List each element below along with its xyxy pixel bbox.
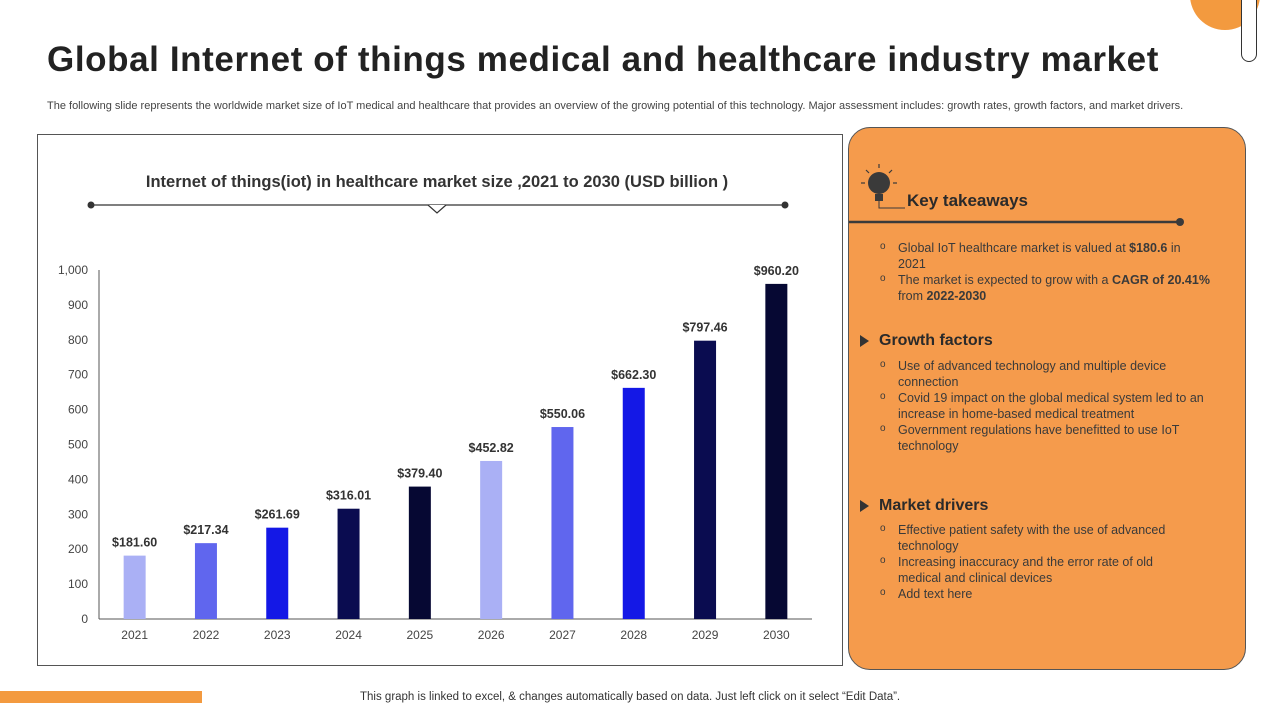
key-takeaways-heading: Key takeaways bbox=[907, 191, 1028, 210]
y-tick-label: 0 bbox=[81, 612, 88, 626]
y-tick-label: 200 bbox=[68, 542, 88, 556]
data-label: $452.82 bbox=[469, 441, 514, 455]
bar-2025[interactable] bbox=[408, 486, 431, 619]
data-label: $181.60 bbox=[112, 536, 157, 550]
bar-2021[interactable] bbox=[123, 555, 146, 619]
footer-note: This graph is linked to excel, & changes… bbox=[360, 691, 901, 703]
x-tick-label: 2021 bbox=[121, 628, 148, 642]
bar-2028[interactable] bbox=[622, 387, 645, 619]
x-tick-label: 2029 bbox=[692, 628, 719, 642]
y-tick-label: 500 bbox=[68, 438, 88, 452]
x-tick-label: 2025 bbox=[406, 628, 433, 642]
data-label: $550.06 bbox=[540, 407, 585, 421]
chart-title: Internet of things(iot) in healthcare ma… bbox=[146, 173, 728, 191]
page-title: Global Internet of things medical and he… bbox=[47, 40, 1159, 79]
chart-container[interactable] bbox=[37, 134, 843, 666]
x-tick-label: 2026 bbox=[478, 628, 505, 642]
y-tick-label: 1,000 bbox=[58, 263, 88, 277]
title-divider bbox=[87, 201, 789, 214]
list-item: Use of advanced technology and multiple … bbox=[880, 357, 1230, 390]
y-tick-label: 600 bbox=[68, 403, 88, 417]
footer-accent-bar bbox=[0, 691, 202, 703]
bar-2027[interactable] bbox=[551, 427, 574, 619]
market-drivers-heading: Market drivers bbox=[879, 497, 989, 514]
x-tick-label: 2030 bbox=[763, 628, 790, 642]
data-label: $261.69 bbox=[255, 508, 300, 522]
bar-2029[interactable] bbox=[694, 340, 717, 619]
growth-factors-heading: Growth factors bbox=[879, 332, 993, 349]
bar-2026[interactable] bbox=[480, 460, 503, 619]
x-tick-label: 2028 bbox=[620, 628, 647, 642]
data-label: $960.20 bbox=[754, 264, 799, 278]
bar-2022[interactable] bbox=[194, 543, 217, 619]
x-tick-label: 2022 bbox=[193, 628, 220, 642]
y-tick-label: 400 bbox=[68, 472, 88, 486]
data-label: $316.01 bbox=[326, 489, 371, 503]
key-takeaways-list: Global IoT healthcare market is valued a… bbox=[880, 239, 1210, 304]
list-item: Increasing inaccuracy and the error rate… bbox=[880, 553, 1170, 586]
list-item: Add text here bbox=[880, 585, 1170, 602]
x-tick-label: 2024 bbox=[335, 628, 362, 642]
list-item: Global IoT healthcare market is valued a… bbox=[880, 239, 1210, 272]
triangle-bullet-icon bbox=[860, 500, 869, 512]
y-tick-label: 700 bbox=[68, 368, 88, 382]
data-label: $797.46 bbox=[682, 321, 727, 335]
data-label: $662.30 bbox=[611, 368, 656, 382]
list-item: The market is expected to grow with a CA… bbox=[880, 271, 1210, 304]
triangle-bullet-icon bbox=[860, 335, 869, 347]
bar-2024[interactable] bbox=[337, 508, 360, 619]
growth-factors-list: Use of advanced technology and multiple … bbox=[880, 357, 1230, 454]
list-item: Government regulations have benefitted t… bbox=[880, 421, 1230, 454]
x-tick-label: 2023 bbox=[264, 628, 291, 642]
y-tick-label: 300 bbox=[68, 507, 88, 521]
page-subtitle: The following slide represents the world… bbox=[47, 100, 1184, 112]
y-tick-label: 800 bbox=[68, 333, 88, 347]
data-label: $379.40 bbox=[397, 467, 442, 481]
bar-2023[interactable] bbox=[266, 527, 289, 619]
x-tick-label: 2027 bbox=[549, 628, 576, 642]
bar-2030[interactable] bbox=[765, 283, 788, 619]
data-label: $217.34 bbox=[183, 523, 228, 537]
list-item: Effective patient safety with the use of… bbox=[880, 521, 1170, 554]
market-drivers-list: Effective patient safety with the use of… bbox=[880, 521, 1170, 602]
list-item: Covid 19 impact on the global medical sy… bbox=[880, 389, 1230, 422]
y-tick-label: 100 bbox=[68, 577, 88, 591]
decor-pill bbox=[1241, 0, 1257, 62]
y-tick-label: 900 bbox=[68, 298, 88, 312]
